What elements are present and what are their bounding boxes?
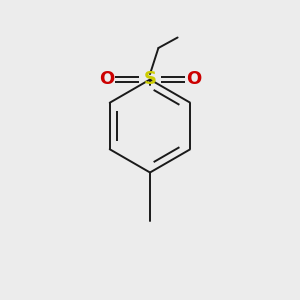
Text: S: S [143, 70, 157, 88]
Text: O: O [99, 70, 114, 88]
Text: O: O [186, 70, 201, 88]
